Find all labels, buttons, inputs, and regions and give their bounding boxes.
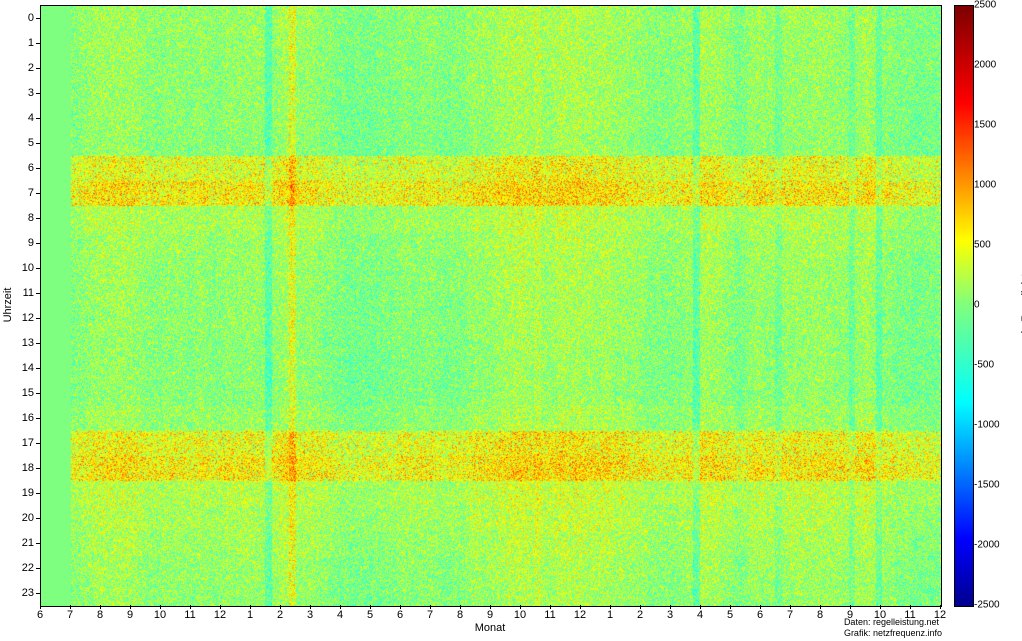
y-tick-label: 16 xyxy=(22,412,34,424)
y-tick-label: 5 xyxy=(28,137,34,149)
colorbar-tick-label: 1000 xyxy=(974,180,996,191)
x-tick-label: 8 xyxy=(457,609,463,621)
x-tick-label: 7 xyxy=(787,609,793,621)
credits-line2: Grafik: netzfrequenz.info xyxy=(844,628,942,639)
x-tick-label: 5 xyxy=(367,609,373,621)
y-tick-label: 14 xyxy=(22,362,34,374)
x-tick-label: 1 xyxy=(607,609,613,621)
x-tick-label: 3 xyxy=(307,609,313,621)
y-tick-label: 12 xyxy=(22,312,34,324)
x-tick-label: 8 xyxy=(97,609,103,621)
colorbar-tick-label: 2000 xyxy=(974,60,996,71)
y-tick-label: 19 xyxy=(22,487,34,499)
colorbar-tick-label: 2500 xyxy=(974,0,996,11)
colorbar xyxy=(954,5,974,607)
y-tick-label: 18 xyxy=(22,462,34,474)
x-tick-label: 9 xyxy=(127,609,133,621)
colorbar-tick-label: -500 xyxy=(974,360,994,371)
y-tick-label: 21 xyxy=(22,537,34,549)
y-tick-label: 17 xyxy=(22,437,34,449)
colorbar-tick-label: 0 xyxy=(974,300,980,311)
x-tick-label: 2 xyxy=(277,609,283,621)
y-tick-label: 4 xyxy=(28,112,34,124)
x-tick-label: 10 xyxy=(154,609,166,621)
colorbar-tick-label: -1000 xyxy=(974,420,1000,431)
y-tick-label: 15 xyxy=(22,387,34,399)
x-tick-label: 10 xyxy=(514,609,526,621)
y-tick-label: 7 xyxy=(28,187,34,199)
y-tick-label: 9 xyxy=(28,237,34,249)
colorbar-tick-label: 500 xyxy=(974,240,991,251)
y-axis-label: Uhrzeit xyxy=(2,288,14,323)
y-tick-label: 11 xyxy=(23,287,34,299)
y-tick-label: 23 xyxy=(22,587,34,599)
y-tick-label: 0 xyxy=(28,12,34,24)
y-tick-label: 8 xyxy=(28,212,34,224)
colorbar-tick-label: 1500 xyxy=(974,120,996,131)
x-axis-label: Monat xyxy=(475,622,506,634)
y-tick-label: 6 xyxy=(28,162,34,174)
x-tick-label: 11 xyxy=(184,609,195,621)
heatmap-plot-area xyxy=(40,5,942,607)
colorbar-ticks: -2500-2000-1500-1000-5000500100015002000… xyxy=(974,5,1000,605)
x-tick-label: 7 xyxy=(427,609,433,621)
x-tick-label: 4 xyxy=(697,609,703,621)
y-tick-label: 3 xyxy=(28,87,34,99)
x-tick-label: 11 xyxy=(544,609,555,621)
x-tick-label: 5 xyxy=(727,609,733,621)
x-tick-label: 6 xyxy=(757,609,763,621)
x-tick-label: 4 xyxy=(337,609,343,621)
x-tick-label: 12 xyxy=(214,609,226,621)
x-tick-label: 6 xyxy=(37,609,43,621)
y-tick-label: 22 xyxy=(22,562,34,574)
colorbar-tick-label: -2000 xyxy=(974,540,1000,551)
x-tick-label: 7 xyxy=(67,609,73,621)
y-tick-label: 2 xyxy=(28,62,34,74)
x-tick-label: 9 xyxy=(487,609,493,621)
x-tick-label: 3 xyxy=(667,609,673,621)
y-tick-label: 1 xyxy=(28,37,34,49)
colorbar-tick-label: -2500 xyxy=(974,600,1000,611)
credits: Daten: regelleistung.net Grafik: netzfre… xyxy=(844,617,942,639)
y-tick-label: 10 xyxy=(22,262,34,274)
x-tick-label: 8 xyxy=(817,609,823,621)
colorbar-tick-label: -1500 xyxy=(974,480,1000,491)
heatmap-figure: 01234567891011121314151617181920212223 U… xyxy=(0,0,1022,641)
x-tick-label: 1 xyxy=(247,609,253,621)
x-tick-label: 6 xyxy=(397,609,403,621)
y-tick-label: 20 xyxy=(22,512,34,524)
colorbar-canvas xyxy=(955,6,973,606)
x-tick-label: 12 xyxy=(574,609,586,621)
y-tick-label: 13 xyxy=(22,337,34,349)
credits-line1: Daten: regelleistung.net xyxy=(844,617,942,628)
x-tick-label: 2 xyxy=(637,609,643,621)
heatmap-canvas xyxy=(41,6,941,606)
